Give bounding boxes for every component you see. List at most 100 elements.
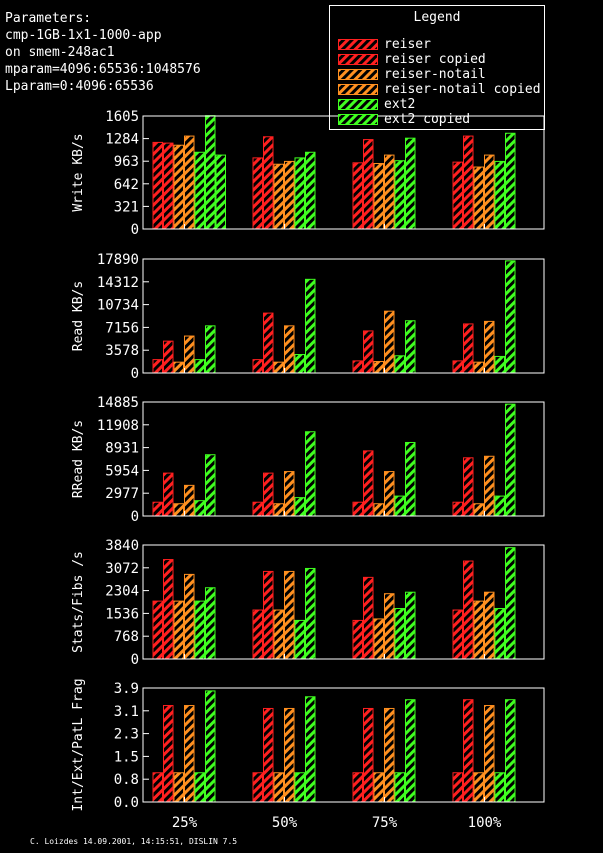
y-axis-label: Int/Ext/PatL Frag bbox=[71, 678, 86, 811]
legend-label: ext2 bbox=[384, 96, 416, 112]
footer-credit: C. Loizdes 14.09.2001, 14:15:51, DISLIN … bbox=[30, 837, 238, 846]
bar-1-reiser-75pct bbox=[352, 162, 363, 230]
bar-3-reiser-notail-50pct bbox=[273, 503, 284, 517]
bar-3-ext2-25pct bbox=[194, 500, 205, 517]
y-tick-label: 3840 bbox=[105, 538, 139, 554]
bar-2-ext2-25pct bbox=[194, 359, 205, 374]
bar-5-reiser-100pct bbox=[452, 772, 463, 803]
bar-1-reiser-25pct bbox=[152, 141, 163, 230]
plot-frame-4 bbox=[142, 544, 545, 660]
bar-2-reiser-notail-75pct bbox=[373, 361, 384, 374]
y-tick-label: 1284 bbox=[105, 132, 139, 148]
bar-1-reiser-50pct bbox=[252, 157, 263, 230]
bar-1-reiser-copied-100pct bbox=[463, 135, 474, 230]
legend-label: reiser-notail bbox=[384, 66, 486, 82]
bar-2-ext2-75pct bbox=[394, 355, 405, 374]
bar-1-reiser-notail-50pct bbox=[273, 163, 284, 230]
bar-3-ext2-copied-50pct bbox=[305, 431, 316, 517]
bar-2-reiser-notail-25pct bbox=[173, 361, 184, 374]
bar-2-reiser-notail-50pct bbox=[273, 361, 284, 374]
bar-4-reiser-25pct bbox=[152, 600, 163, 660]
y-tick-label: 963 bbox=[114, 154, 139, 170]
bar-4-reiser-copied-75pct bbox=[363, 576, 374, 660]
bar-1-reiser-100pct bbox=[452, 161, 463, 230]
bar-2-ext2-copied-50pct bbox=[305, 278, 316, 374]
bar-4-reiser-100pct bbox=[452, 609, 463, 660]
bar-5-ext2-75pct bbox=[394, 772, 405, 803]
legend-swatch-reiser bbox=[338, 38, 378, 50]
bar-3-reiser-notail-copied-75pct bbox=[384, 471, 395, 517]
bar-4-ext2-50pct bbox=[294, 619, 305, 660]
bar-4-ext2-copied-25pct bbox=[205, 587, 216, 660]
bar-1-ext2-copied-75pct bbox=[405, 137, 416, 230]
bar-1-reiser-notail-25pct bbox=[173, 144, 184, 230]
bar-2-reiser-copied-50pct bbox=[263, 312, 274, 374]
bar-3-reiser-copied-100pct bbox=[463, 457, 474, 517]
legend-title: Legend bbox=[413, 10, 461, 25]
y-tick-label: 14312 bbox=[97, 275, 139, 291]
bar-5-ext2-copied-75pct bbox=[405, 699, 416, 803]
bar-5-reiser-copied-100pct bbox=[463, 699, 474, 803]
bar-1-ext2-25pct bbox=[194, 151, 205, 230]
bar-4-reiser-notail-100pct bbox=[473, 600, 484, 660]
bar-1-reiser-notail-copied-100pct bbox=[484, 154, 495, 230]
y-tick-label: 0 bbox=[131, 652, 139, 668]
y-tick-label: 3578 bbox=[105, 343, 139, 359]
bar-2-reiser-notail-copied-50pct bbox=[284, 325, 295, 374]
parameters-line-1: cmp-1GB-1x1-1000-app bbox=[5, 28, 162, 43]
bar-2-reiser-copied-100pct bbox=[463, 323, 474, 374]
bar-5-ext2-100pct bbox=[494, 772, 505, 803]
bar-4-reiser-notail-25pct bbox=[173, 600, 184, 660]
bar-4-reiser-notail-copied-75pct bbox=[384, 593, 395, 660]
bar-2-ext2-copied-100pct bbox=[505, 260, 516, 374]
y-tick-label: 2304 bbox=[105, 584, 139, 600]
bar-4-reiser-copied-25pct bbox=[163, 559, 174, 660]
legend-label: ext2 copied bbox=[384, 111, 471, 127]
bar-2-reiser-75pct bbox=[352, 360, 363, 374]
bar-2-reiser-notail-copied-25pct bbox=[184, 335, 195, 374]
bar-2-reiser-notail-copied-100pct bbox=[484, 320, 495, 374]
bar-1-ext2-100pct bbox=[494, 160, 505, 230]
bar-5-reiser-notail-100pct bbox=[473, 772, 484, 803]
bar-1-reiser-notail-copied-25pct bbox=[184, 135, 195, 230]
bar-2-reiser-copied-75pct bbox=[363, 330, 374, 374]
y-tick-label: 8931 bbox=[105, 441, 139, 457]
bar-5-reiser-notail-copied-100pct bbox=[484, 705, 495, 803]
bar-5-ext2-copied-25pct bbox=[205, 690, 216, 803]
y-tick-label: 3.9 bbox=[114, 681, 139, 697]
bar-4-reiser-notail-75pct bbox=[373, 618, 384, 660]
bar-1-ext2-copied-100pct bbox=[505, 132, 516, 230]
bar-3-ext2-copied-25pct bbox=[205, 454, 216, 517]
bar-5-ext2-copied-50pct bbox=[305, 696, 316, 803]
y-axis-label: RRead KB/s bbox=[71, 420, 86, 498]
bar-3-reiser-copied-50pct bbox=[263, 472, 274, 517]
bar-1-ext2-50pct bbox=[294, 157, 305, 230]
bar-1-reiser-copied-25pct bbox=[163, 142, 174, 230]
bar-3-ext2-copied-100pct bbox=[505, 403, 516, 517]
y-tick-label: 0.0 bbox=[114, 795, 139, 811]
parameters-block: Parameters: cmp-1GB-1x1-1000-app on smem… bbox=[5, 10, 201, 95]
bar-2-ext2-50pct bbox=[294, 354, 305, 374]
parameters-line-4: Lparam=0:4096:65536 bbox=[5, 79, 154, 94]
bar-5-reiser-notail-copied-25pct bbox=[184, 705, 195, 803]
bar-4-reiser-notail-copied-25pct bbox=[184, 573, 195, 660]
legend-swatch-ext2 bbox=[338, 98, 378, 110]
bar-5-ext2-25pct bbox=[194, 772, 205, 803]
bar-4-reiser-copied-50pct bbox=[263, 570, 274, 660]
bar-2-reiser-notail-copied-75pct bbox=[384, 310, 395, 374]
y-tick-label: 321 bbox=[114, 199, 139, 215]
parameters-line-2: on smem-248ac1 bbox=[5, 45, 115, 60]
plot-frame-5 bbox=[142, 687, 545, 803]
bar-4-reiser-notail-copied-50pct bbox=[284, 570, 295, 660]
bar-3-reiser-75pct bbox=[352, 501, 363, 517]
bar-5-reiser-notail-75pct bbox=[373, 772, 384, 803]
bar-4-reiser-copied-100pct bbox=[463, 560, 474, 660]
x-tick-label: 100% bbox=[468, 815, 502, 831]
y-tick-label: 1.5 bbox=[114, 749, 139, 765]
bar-1-ext2-copied-25pct bbox=[205, 115, 216, 230]
bar-1-reiser-notail-75pct bbox=[373, 163, 384, 230]
bar-3-reiser-copied-75pct bbox=[363, 450, 374, 517]
bar-5-reiser-copied-50pct bbox=[263, 707, 274, 803]
legend-item-reiser: reiser bbox=[338, 37, 431, 52]
